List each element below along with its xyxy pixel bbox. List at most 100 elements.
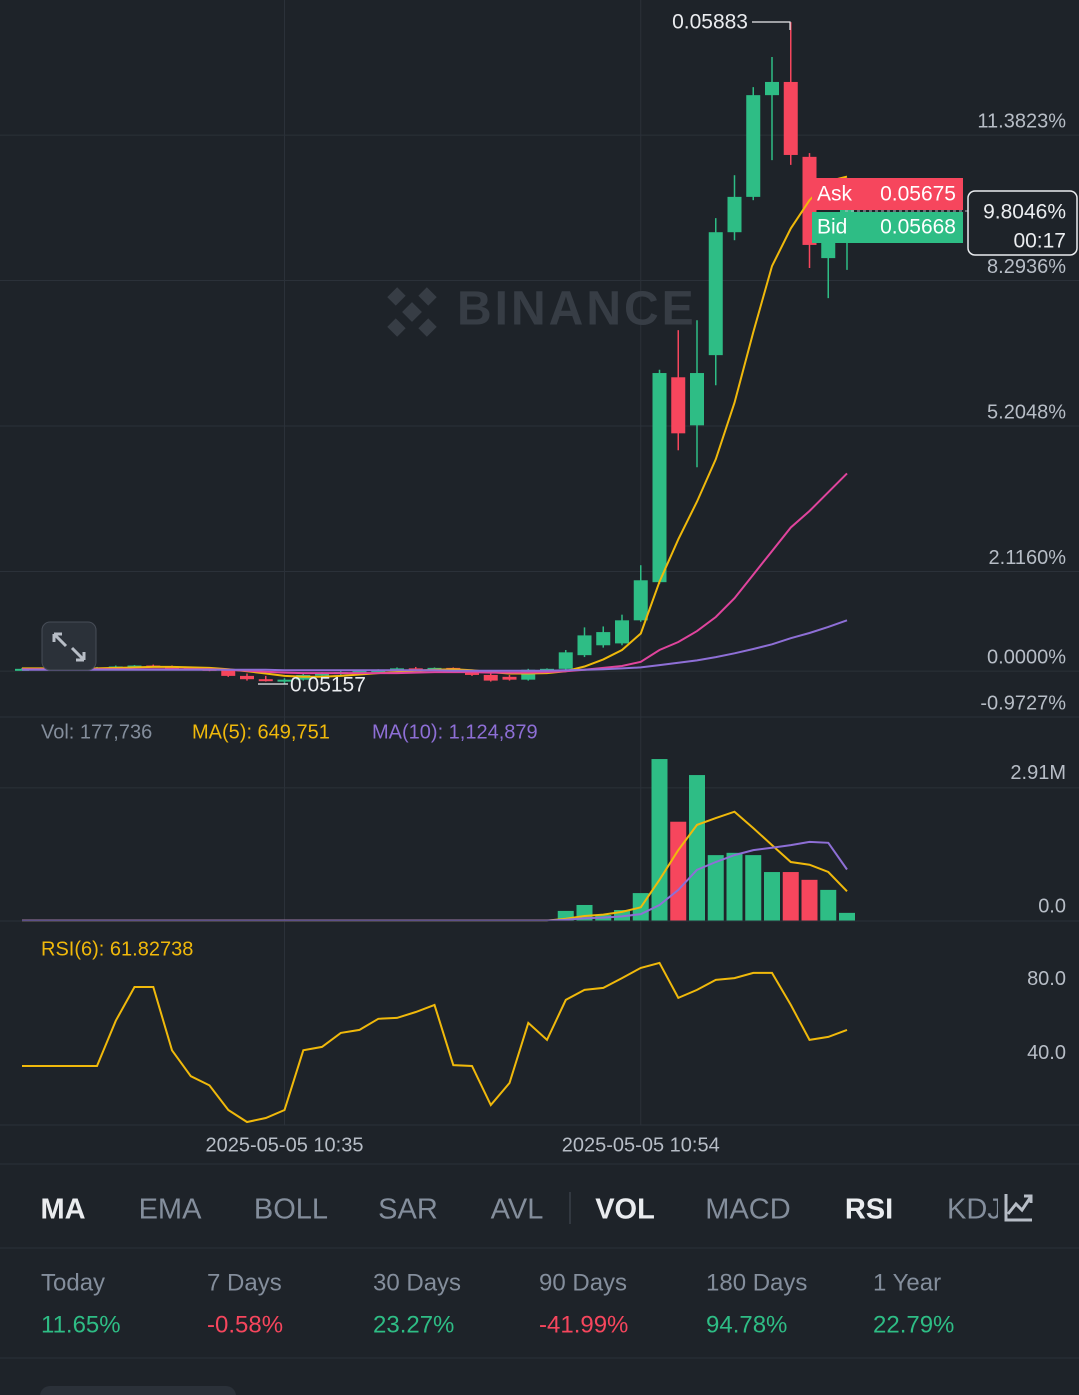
performance-change: -0.58% <box>207 1311 283 1338</box>
low-price-label: 0.05157 <box>290 674 366 697</box>
indicator-tab[interactable]: MA <box>40 1194 85 1226</box>
candle-body <box>558 652 573 669</box>
candle-body <box>221 670 236 676</box>
candle-body <box>727 196 742 233</box>
candle-body <box>240 675 254 680</box>
indicator-tab[interactable]: AVL <box>491 1194 544 1226</box>
ask-price: 0.05675 <box>880 183 956 206</box>
volume-bar <box>820 889 837 921</box>
indicator-tab[interactable]: EMA <box>139 1194 203 1226</box>
volume-ma10-header: MA(10): 1,124,879 <box>372 721 538 743</box>
indicator-tab[interactable]: VOL <box>595 1194 655 1226</box>
performance-change: 11.65% <box>41 1311 121 1338</box>
candle-body <box>765 81 779 96</box>
rsi-header: RSI(6): 61.82738 <box>41 938 193 960</box>
ask-label: Ask <box>817 183 853 206</box>
performance-period: 1 Year <box>873 1269 941 1296</box>
y-tick-label: 0.0000% <box>987 646 1066 668</box>
performance-change: 23.27% <box>373 1311 454 1338</box>
expand-icon <box>52 632 86 662</box>
performance: Today 11.65% 7 Days -0.58% 30 Days 23.27% 90 D… <box>41 1269 954 1338</box>
volume-bar <box>745 855 762 921</box>
price-ma-line <box>22 619 848 672</box>
performance-period: Today <box>41 1269 105 1296</box>
volume-bar <box>801 879 818 921</box>
candle-body <box>746 95 761 197</box>
volume-bar <box>557 910 574 921</box>
performance-change: 22.79% <box>873 1311 954 1338</box>
indicator-tab[interactable]: MACD <box>705 1194 790 1226</box>
candle-body <box>258 679 273 682</box>
candle-body <box>633 580 648 621</box>
settings-button[interactable] <box>998 1180 1079 1238</box>
indicator-tab[interactable]: KDJ <box>947 1194 1002 1226</box>
candle-body <box>315 673 329 676</box>
indicator-tab[interactable]: BOLL <box>254 1194 328 1226</box>
candle-body <box>708 232 723 356</box>
high-marker-line <box>752 21 791 30</box>
performance-period: 180 Days <box>706 1269 807 1296</box>
candle-body <box>277 679 292 682</box>
y-tick-label: 2.91M <box>1010 762 1066 784</box>
candle-body <box>352 670 367 673</box>
bid-price: 0.05668 <box>880 216 956 239</box>
candle-body <box>783 81 798 155</box>
high-price-label: 0.05883 <box>672 11 748 34</box>
performance-change: 94.78% <box>706 1311 787 1338</box>
volume-ma5-header: MA(5): 649,751 <box>192 721 330 743</box>
volume-bar <box>782 872 799 921</box>
volume-bar <box>707 855 724 921</box>
volume-bar <box>839 912 855 921</box>
current-change: 9.8046% <box>983 201 1066 224</box>
indicator-tabs: MA EMA BOLL SAR AVL VOL MACD RSI KDJ <box>40 1194 1001 1226</box>
bid-box <box>812 212 963 243</box>
indicator-tab[interactable]: RSI <box>845 1194 893 1226</box>
candle-body <box>596 632 611 646</box>
expand-button-box[interactable] <box>41 621 97 671</box>
watermark-logo <box>387 287 437 337</box>
indicator-tab[interactable]: SAR <box>378 1194 438 1226</box>
candle-body <box>371 670 386 673</box>
volume-bar <box>689 775 705 921</box>
candle-body <box>483 674 498 681</box>
watermark: BINANCE <box>387 283 697 337</box>
y-tick-label: 11.3823% <box>977 110 1066 132</box>
y-tick-label: 40.0 <box>1027 1042 1066 1064</box>
x-tick-label: 2025-05-05 10:54 <box>562 1134 720 1156</box>
y-tick-label: -0.9727% <box>980 692 1066 714</box>
grid: 2025-05-05 10:35 2025-05-05 10:54 11.3823%… <box>0 0 1079 1156</box>
candle-body <box>577 635 592 656</box>
settings-icon[interactable] <box>1004 1194 1033 1222</box>
rsi-line <box>22 961 848 1124</box>
ask-box <box>812 178 963 210</box>
performance-change: -41.99% <box>539 1311 628 1338</box>
volume-bar <box>726 852 743 921</box>
volume-header: Vol: 177,736 <box>41 721 152 743</box>
y-tick-label: 0.0 <box>1038 895 1066 917</box>
performance-period: 7 Days <box>207 1269 282 1296</box>
candle-body <box>671 377 686 434</box>
bottom-panel-edge <box>40 1386 236 1395</box>
y-tick-label: 2.1160% <box>989 547 1067 569</box>
volume-bar <box>764 872 780 921</box>
volume-bar <box>651 759 668 921</box>
candle-body <box>615 620 629 644</box>
y-tick-label: 5.2048% <box>987 401 1066 423</box>
countdown: 00:17 <box>1013 230 1066 253</box>
bid-label: Bid <box>817 216 847 239</box>
volume-bar <box>670 821 687 921</box>
candle-body <box>502 676 517 680</box>
performance-period: 30 Days <box>373 1269 461 1296</box>
expand-button[interactable] <box>41 621 97 671</box>
candle-body <box>652 373 667 583</box>
y-tick-label: 8.2936% <box>987 256 1066 278</box>
candle-body <box>690 373 704 426</box>
x-tick-label: 2025-05-05 10:35 <box>206 1134 364 1156</box>
current-change-box <box>967 190 1078 256</box>
performance-period: 90 Days <box>539 1269 627 1296</box>
watermark-text: BINANCE <box>457 283 697 336</box>
candle-body <box>521 669 536 680</box>
y-tick-label: 80.0 <box>1027 968 1066 990</box>
